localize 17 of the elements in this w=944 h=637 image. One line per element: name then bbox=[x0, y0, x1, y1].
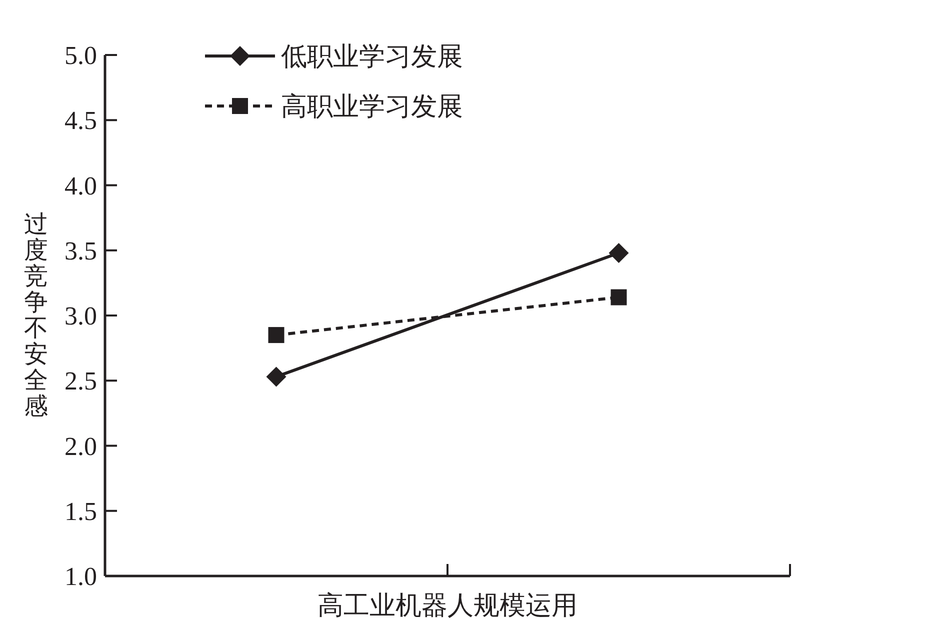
y-tick-label: 3.0 bbox=[64, 302, 97, 330]
point bbox=[266, 366, 286, 387]
legend-label: 高职业学习发展 bbox=[281, 92, 463, 121]
y-axis-title: 过度竞争不安全感 bbox=[24, 212, 48, 420]
point bbox=[610, 289, 627, 306]
legend-label: 低职业学习发展 bbox=[281, 42, 463, 71]
point bbox=[608, 242, 629, 263]
y-tick-label: 2.0 bbox=[64, 432, 97, 461]
y-tick-label: 1.5 bbox=[64, 496, 97, 526]
y-tick-label: 3.5 bbox=[64, 236, 97, 266]
y-tick-label: 4.0 bbox=[64, 171, 97, 200]
y-tick-label: 1.0 bbox=[64, 562, 97, 591]
y-tick-label: 5.0 bbox=[64, 41, 97, 70]
point bbox=[268, 327, 284, 344]
x-axis-title: 高工业机器人规模运用 bbox=[318, 591, 578, 620]
y-tick-label: 2.5 bbox=[64, 366, 97, 396]
y-tick-label: 4.5 bbox=[64, 106, 97, 136]
